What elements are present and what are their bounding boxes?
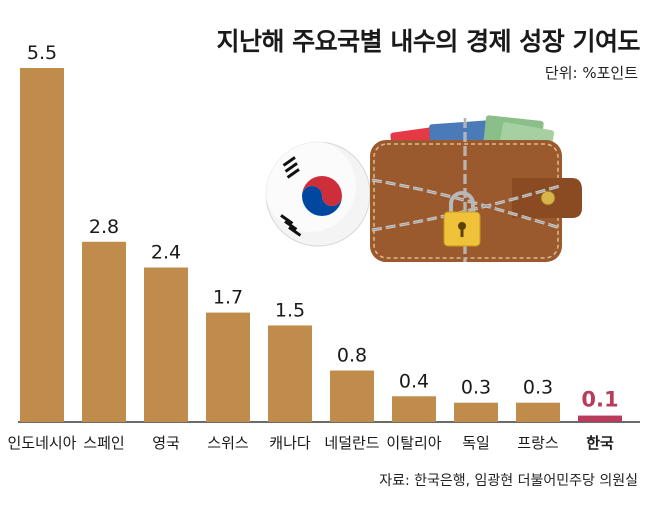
bar-이탈리아 (392, 396, 436, 422)
korean-flag-ball-icon (264, 140, 371, 247)
value-label-스페인: 2.8 (89, 216, 119, 238)
source-note: 자료: 한국은행, 임광현 더불어민주당 의원실 (379, 473, 638, 489)
bar-스페인 (82, 241, 126, 422)
category-label-네덜란드: 네덜란드 (324, 434, 379, 452)
bars-layer (20, 68, 622, 422)
value-label-한국: 0.1 (581, 388, 618, 412)
bar-인도네시아 (20, 68, 64, 422)
category-label-프랑스: 프랑스 (517, 434, 559, 452)
chart-title: 지난해 주요국별 내수의 경제 성장 기여도 (216, 27, 640, 56)
bar-영국 (144, 267, 188, 422)
category-label-영국: 영국 (152, 434, 180, 452)
category-label-캐나다: 캐나다 (269, 434, 311, 452)
bar-한국 (578, 415, 622, 422)
unit-label: 단위: %포인트 (544, 64, 638, 82)
category-label-인도네시아: 인도네시아 (7, 434, 76, 452)
category-label-한국: 한국 (586, 434, 614, 452)
padlock-icon (443, 191, 481, 247)
bar-독일 (454, 402, 498, 422)
bar-스위스 (206, 312, 250, 422)
category-label-독일: 독일 (462, 434, 490, 452)
value-label-스위스: 1.7 (213, 287, 243, 309)
value-label-네덜란드: 0.8 (337, 345, 367, 367)
chained-wallet-icon (370, 115, 582, 262)
bar-네덜란드 (330, 370, 374, 422)
bar-캐나다 (268, 325, 312, 422)
category-labels-layer: 인도네시아 스페인 영국 스위스 캐나다 네덜란드 이탈리아 독일 프랑스 한국 (7, 434, 614, 452)
value-labels-layer: 5.5 2.8 2.4 1.7 1.5 0.8 0.4 0.3 0.3 0.1 (27, 42, 619, 412)
value-label-영국: 2.4 (151, 242, 181, 264)
category-label-이탈리아: 이탈리아 (386, 434, 441, 452)
category-label-스페인: 스페인 (83, 434, 124, 452)
value-label-캐나다: 1.5 (275, 299, 305, 321)
value-label-이탈리아: 0.4 (399, 370, 429, 392)
value-label-인도네시아: 5.5 (27, 42, 57, 64)
value-label-프랑스: 0.3 (523, 377, 553, 399)
bar-프랑스 (516, 402, 560, 422)
value-label-독일: 0.3 (461, 377, 491, 399)
category-label-스위스: 스위스 (207, 434, 249, 452)
